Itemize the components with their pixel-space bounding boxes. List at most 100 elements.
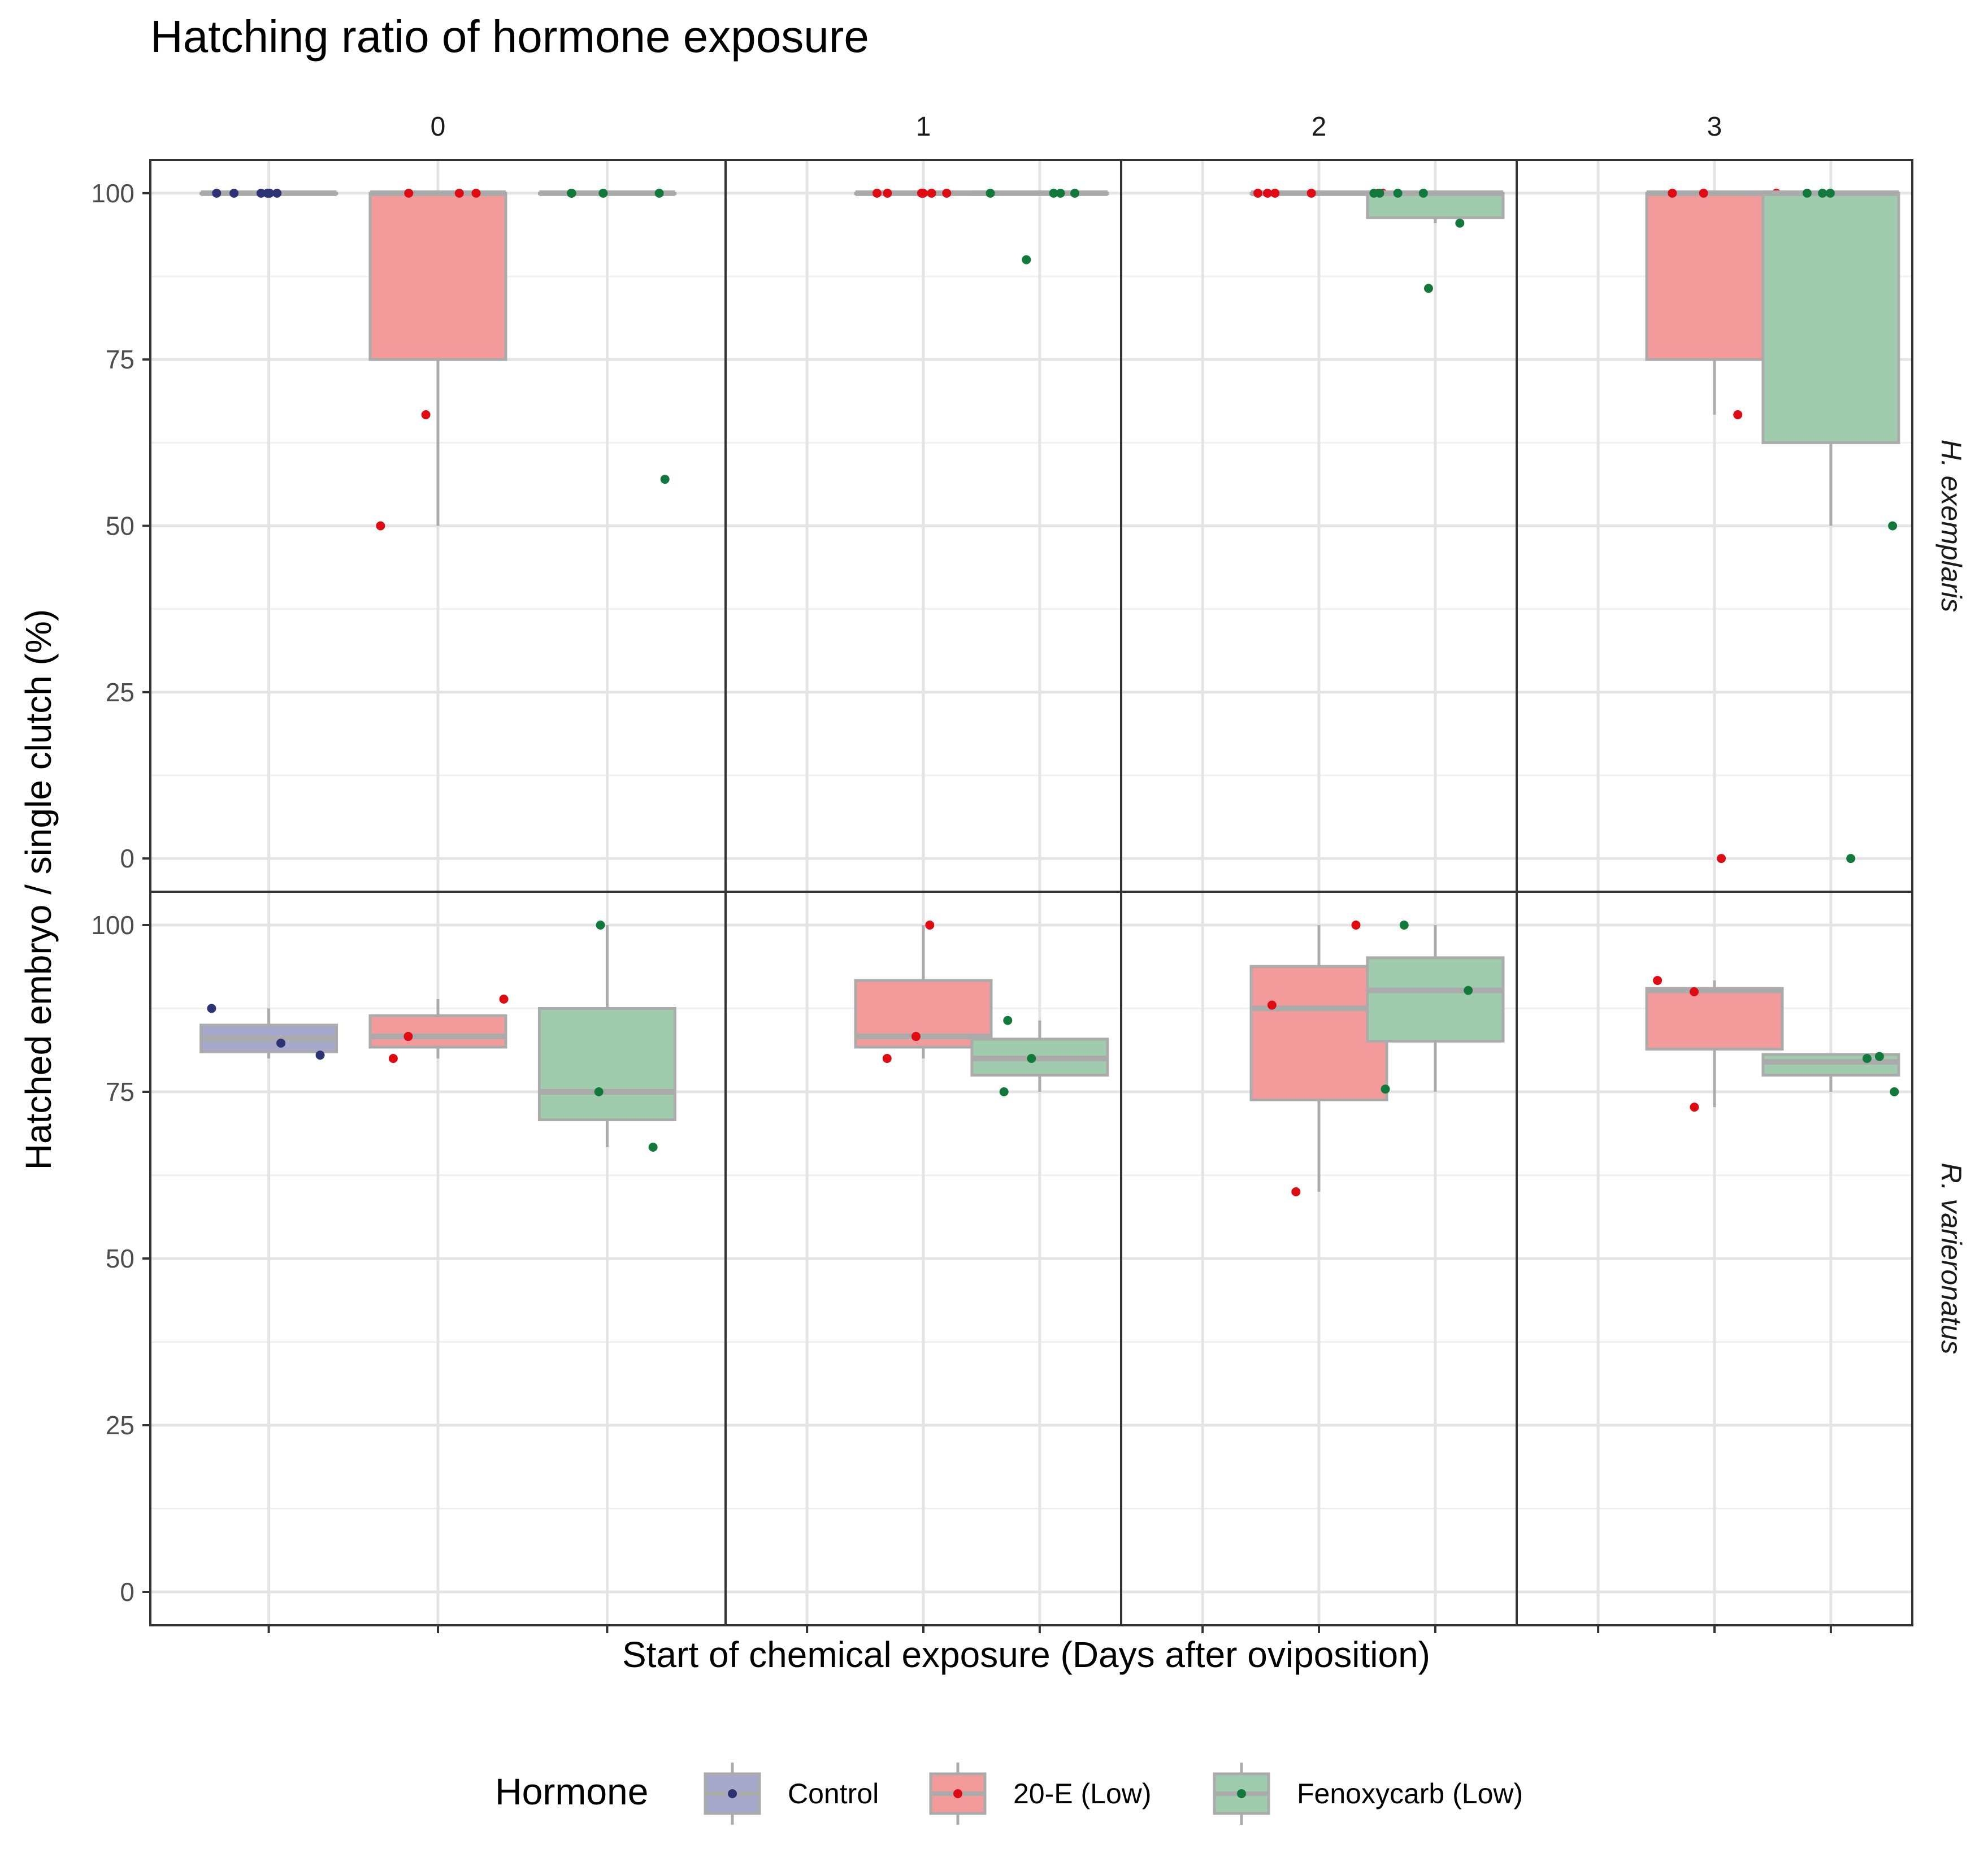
data-point (594, 1087, 604, 1096)
legend-key-point (728, 1789, 737, 1798)
legend-title: Hormone (495, 1770, 648, 1812)
y-axis-label: Hatched embryo / single clutch (%) (18, 609, 59, 1170)
data-point (1369, 188, 1379, 198)
data-point (1049, 188, 1058, 198)
data-point (986, 188, 995, 198)
data-point (272, 188, 282, 198)
data-point (1862, 1054, 1872, 1063)
data-point (1056, 188, 1065, 198)
data-point (927, 188, 936, 198)
data-point (598, 188, 608, 198)
data-point (1027, 1054, 1036, 1063)
data-point (1267, 1000, 1277, 1010)
data-point (660, 475, 670, 484)
data-point (567, 188, 576, 198)
facet-row-label: R. varieronatus (1935, 1162, 1967, 1354)
data-point (212, 188, 222, 198)
box-group (199, 1004, 338, 1060)
data-point (229, 188, 239, 198)
box-group (1645, 975, 1784, 1112)
box-group (970, 188, 1109, 264)
data-point (1455, 218, 1465, 228)
box-body (1249, 965, 1388, 1101)
facet-row-label: H. exemplaris (1935, 440, 1967, 613)
y-tick-label: 50 (106, 1244, 134, 1273)
data-point (315, 1051, 325, 1060)
box-body (368, 192, 507, 361)
data-point (376, 521, 385, 531)
data-point (207, 1004, 216, 1013)
y-tick-label: 75 (106, 1077, 134, 1106)
box-group (1249, 921, 1388, 1196)
box-group (368, 188, 507, 531)
data-point (1070, 188, 1080, 198)
chart-title: Hatching ratio of hormone exposure (150, 11, 869, 62)
data-point (403, 1032, 413, 1042)
data-point (499, 994, 509, 1004)
data-point (1381, 1084, 1390, 1094)
data-point (1306, 188, 1316, 198)
box-group (1761, 188, 1900, 863)
data-point (1418, 188, 1428, 198)
data-point (1653, 975, 1663, 985)
box-group (199, 188, 338, 198)
legend: Hormone Control 20-E (Low) Fenoxycarb (Low… (495, 1763, 1523, 1825)
box-group (854, 188, 993, 198)
y-tick-label: 100 (91, 910, 134, 940)
data-point (1393, 188, 1403, 198)
legend-item: Fenoxycarb (Low) (1213, 1763, 1523, 1825)
data-point (1464, 986, 1473, 995)
y-tick-label: 75 (106, 345, 134, 374)
box-group (368, 994, 509, 1063)
facet-column-label: 1 (916, 112, 931, 142)
data-point (1351, 921, 1361, 930)
data-point (882, 1054, 892, 1063)
box-group (537, 921, 676, 1152)
box-group (537, 188, 676, 484)
box-group (1645, 188, 1784, 863)
box-group (1761, 1052, 1900, 1096)
data-point (883, 188, 892, 198)
box-body (368, 1014, 507, 1049)
legend-key-point (953, 1789, 962, 1798)
data-point (1423, 284, 1433, 293)
data-point (1699, 188, 1708, 198)
box-group (970, 1016, 1109, 1096)
data-point (1690, 1103, 1699, 1112)
y-tick-label: 0 (120, 1577, 134, 1607)
box-group (854, 921, 993, 1063)
data-point (1874, 1052, 1884, 1061)
box-body (1761, 192, 1900, 444)
y-tick-label: 50 (106, 511, 134, 541)
legend-item: 20-E (Low) (929, 1763, 1152, 1825)
data-point (265, 188, 275, 198)
data-point (1003, 1016, 1013, 1025)
data-point (942, 188, 952, 198)
data-point (404, 188, 414, 198)
data-point (911, 1032, 921, 1042)
y-tick-label: 25 (106, 1411, 134, 1440)
y-tick-label: 0 (120, 844, 134, 873)
data-point (1270, 188, 1280, 198)
data-point (654, 188, 664, 198)
plot-panels (149, 159, 1913, 1626)
facet-column-label: 2 (1312, 112, 1327, 142)
data-point (1717, 854, 1726, 863)
data-point (454, 188, 464, 198)
box-body (537, 1007, 676, 1122)
legend-item-label: Control (788, 1778, 879, 1809)
facet-column-label: 3 (1707, 112, 1722, 142)
data-point (1846, 854, 1856, 863)
data-point (1690, 987, 1699, 996)
data-point (421, 410, 431, 419)
legend-item-label: 20-E (Low) (1013, 1778, 1152, 1809)
data-point (1022, 255, 1031, 264)
data-point (1262, 188, 1272, 198)
data-point (1802, 188, 1812, 198)
data-point (1733, 410, 1743, 419)
data-point (925, 921, 935, 930)
box-body (1366, 956, 1505, 1043)
data-point (388, 1054, 398, 1063)
data-point (276, 1038, 286, 1048)
